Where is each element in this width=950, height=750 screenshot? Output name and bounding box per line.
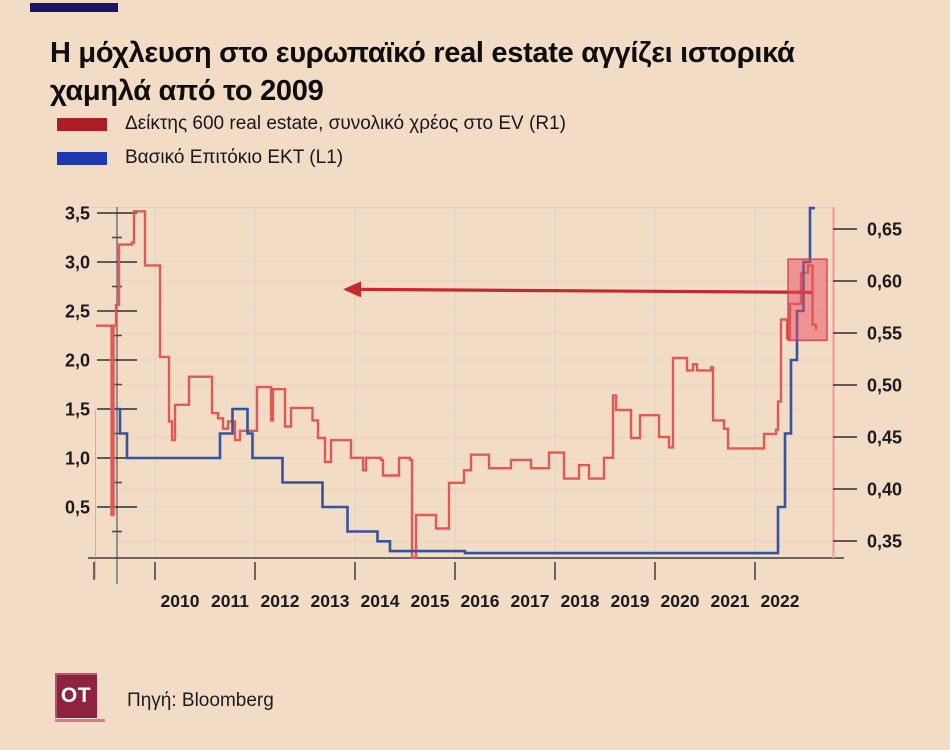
x-axis-year-label: 2018 (561, 591, 600, 611)
right-axis-tick-label: 0,55 (867, 324, 902, 344)
left-axis-tick-label: 2,5 (65, 302, 90, 322)
x-axis-year-label: 2015 (411, 591, 450, 611)
right-axis-tick-label: 0,60 (867, 272, 902, 292)
series-line-ecb-rate (117, 206, 815, 555)
legend-item-ecb-rate: Βασικό Επιτόκιο ΕΚΤ (L1) (57, 147, 344, 168)
x-axis-year-label: 2016 (461, 591, 500, 611)
legend-label-debt-ev: Δείκτης 600 real estate, συνολικό χρέος … (125, 113, 566, 134)
right-axis-tick-label: 0,45 (867, 428, 902, 448)
left-axis-tick-label: 2,0 (65, 351, 90, 371)
x-axis-year-label: 2020 (661, 591, 700, 611)
ot-logo-text: OT (60, 683, 92, 707)
accent-bar (30, 3, 118, 12)
legend-swatch-red (57, 117, 107, 131)
legend-label-ecb-rate: Βασικό Επιτόκιο ΕΚΤ (L1) (125, 147, 344, 168)
x-axis-year-label: 2010 (161, 591, 200, 611)
legend-swatch-blue (57, 151, 107, 165)
right-axis-tick-label: 0,50 (867, 376, 902, 396)
x-axis-year-label: 2021 (711, 591, 750, 611)
ot-logo: OT (55, 673, 97, 718)
left-axis-tick-label: 0,5 (65, 498, 90, 518)
annotation-highlight-box (787, 258, 828, 342)
left-axis-tick-label: 3,5 (65, 204, 90, 224)
annotation-arrow-head (343, 281, 361, 298)
series-group (96, 206, 818, 559)
x-axis-year-label: 2014 (361, 591, 400, 611)
right-axis-tick-label: 0,65 (867, 220, 902, 240)
x-axis-year-label: 2017 (511, 591, 550, 611)
logo-underline (55, 719, 105, 722)
x-axis-year-label: 2013 (311, 591, 350, 611)
legend-item-debt-ev: Δείκτης 600 real estate, συνολικό χρέος … (57, 113, 566, 134)
x-axis-year-label: 2011 (211, 591, 249, 611)
x-axis-year-label: 2022 (761, 591, 800, 611)
left-axis-tick-label: 3,0 (65, 253, 90, 273)
left-axis-tick-label: 1,0 (65, 449, 90, 469)
page-title: Η μόχλευση στο ευρωπαϊκό real estate αγγ… (50, 37, 795, 107)
left-axis-tick-label: 1,5 (65, 400, 90, 420)
right-axis-tick-label: 0,35 (867, 532, 902, 552)
annotation-arrow-line (357, 287, 813, 294)
right-axis-tick-label: 0,40 (867, 480, 902, 500)
x-axis-year-label: 2012 (261, 591, 300, 611)
series-line-debt-ev (96, 210, 818, 559)
x-axis-year-label: 2019 (611, 591, 650, 611)
source-credit: Πηγή: Bloomberg (127, 690, 274, 711)
